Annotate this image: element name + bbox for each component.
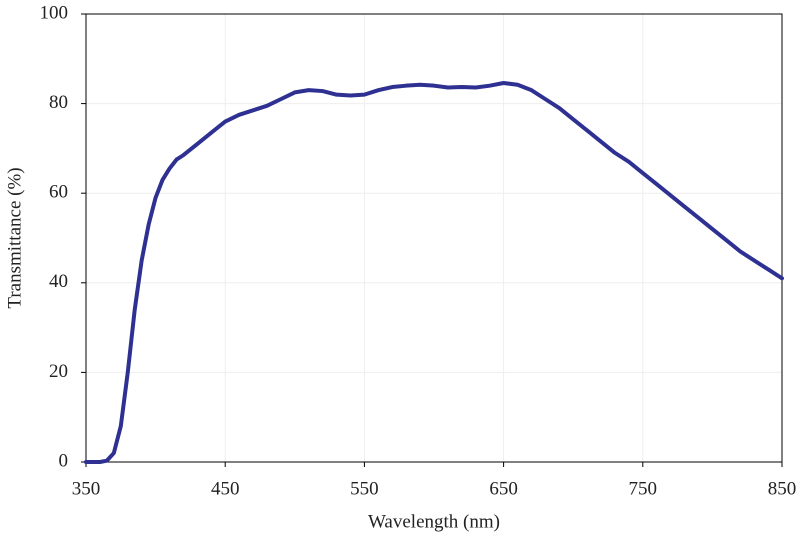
y-tick-label: 60 bbox=[49, 182, 68, 203]
y-tick-label: 0 bbox=[59, 450, 69, 471]
x-tick-label: 650 bbox=[489, 478, 518, 499]
y-tick-label: 80 bbox=[49, 92, 68, 113]
x-tick-label: 550 bbox=[350, 478, 379, 499]
y-axis-label: Transmittance (%) bbox=[4, 167, 25, 308]
x-tick-label: 350 bbox=[72, 478, 101, 499]
plot-frame bbox=[85, 13, 783, 463]
x-tick-label: 450 bbox=[211, 478, 240, 499]
y-tick-label: 100 bbox=[40, 2, 69, 23]
data-line bbox=[84, 80, 784, 464]
x-tick-label: 850 bbox=[768, 478, 797, 499]
x-tick-label: 750 bbox=[629, 478, 658, 499]
x-axis-label: Wavelength (nm) bbox=[368, 511, 500, 532]
y-tick-label: 20 bbox=[49, 361, 68, 382]
y-tick-label: 40 bbox=[49, 271, 68, 292]
